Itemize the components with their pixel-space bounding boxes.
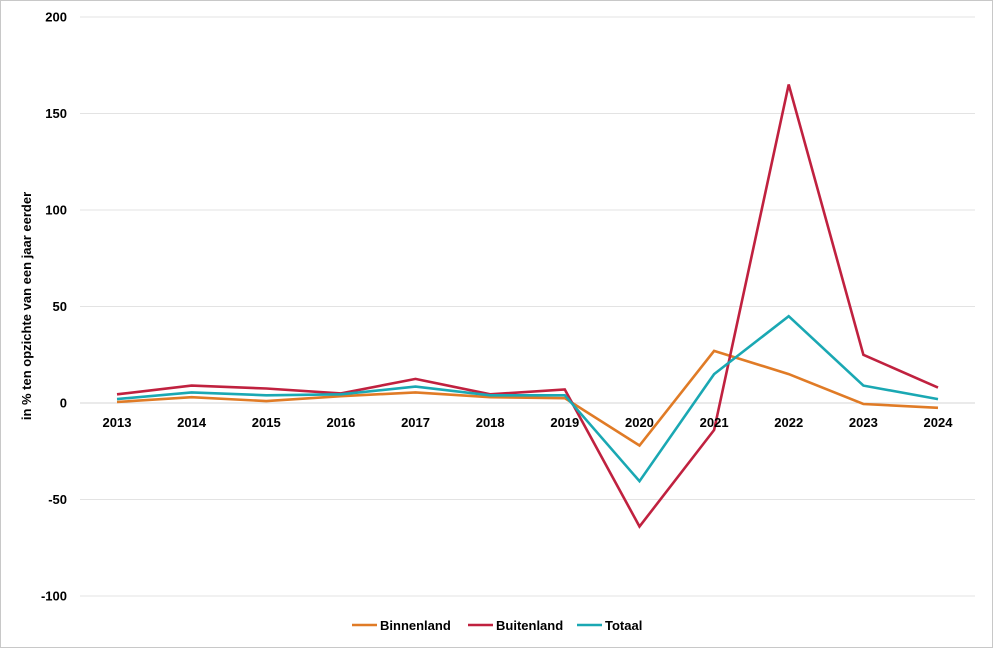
y-tick-label: 150 [45,106,67,121]
x-tick-label: 2023 [849,415,878,430]
x-tick-label: 2024 [924,415,954,430]
x-tick-label: 2017 [401,415,430,430]
x-tick-label: 2014 [177,415,207,430]
y-tick-label: 50 [53,299,67,314]
series-lines [116,84,939,529]
series-line-buitenland [116,84,939,529]
y-tick-label: -100 [41,589,67,604]
x-tick-label: 2015 [252,415,281,430]
legend-label-binnenland: Binnenland [380,618,451,633]
y-axis-ticks: 200 150 100 50 0 -50 -100 [41,10,67,604]
y-tick-label: 200 [45,10,67,25]
x-tick-label: 2021 [700,415,729,430]
x-tick-label: 2019 [550,415,579,430]
gridlines [80,16,975,597]
legend-label-buitenland: Buitenland [496,618,563,633]
y-axis-label: in % ten opzichte van een jaar eerder [19,192,34,420]
x-tick-label: 2018 [476,415,505,430]
series-line-totaal [116,314,939,484]
y-tick-label: 0 [60,396,67,411]
x-tick-label: 2016 [326,415,355,430]
y-tick-label: -50 [48,492,67,507]
series-line-binnenland [116,349,939,448]
legend-label-totaal: Totaal [605,618,642,633]
x-tick-label: 2013 [103,415,132,430]
x-tick-label: 2020 [625,415,654,430]
x-tick-label: 2022 [774,415,803,430]
y-tick-label: 100 [45,203,67,218]
legend: Binnenland Buitenland Totaal [352,618,642,633]
x-axis-ticks: 2013 2014 2015 2016 2017 2018 2019 2020 2021 2022… [103,415,954,430]
